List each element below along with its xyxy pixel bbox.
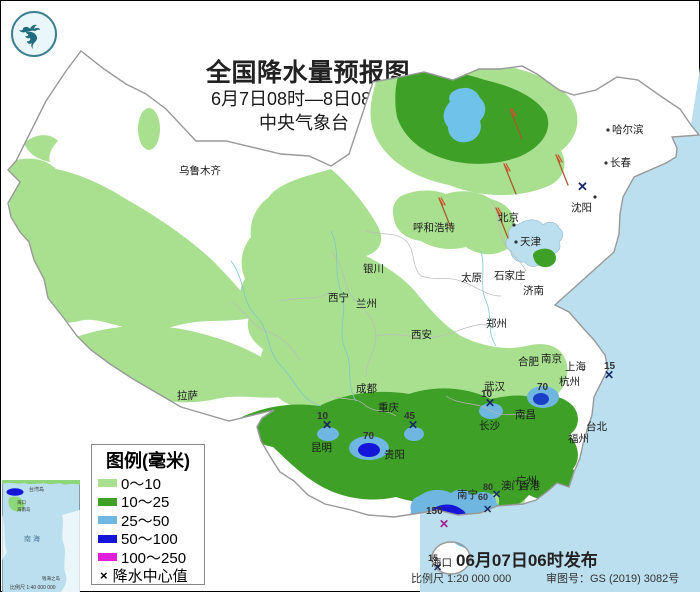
- svg-text:石家庄: 石家庄: [494, 269, 526, 282]
- svg-text:西安: 西安: [411, 328, 432, 341]
- svg-text:南宁: 南宁: [457, 488, 478, 501]
- svg-text:沈阳: 沈阳: [571, 201, 592, 214]
- svg-text:香港: 香港: [519, 480, 540, 492]
- svg-text:太原: 太原: [461, 271, 482, 284]
- svg-text:武汉: 武汉: [484, 380, 505, 393]
- svg-text:海口: 海口: [17, 499, 26, 506]
- svg-text:45: 45: [404, 411, 416, 422]
- svg-text:70: 70: [363, 431, 375, 442]
- svg-text:合肥: 合肥: [518, 355, 539, 368]
- svg-text:长沙: 长沙: [479, 420, 500, 432]
- svg-text:南 海: 南 海: [24, 534, 40, 543]
- svg-text:乌鲁木齐: 乌鲁木齐: [179, 164, 221, 177]
- svg-text:济南: 济南: [523, 284, 544, 297]
- svg-text:台北: 台北: [586, 420, 607, 433]
- svg-text:贵阳: 贵阳: [384, 448, 405, 461]
- svg-text:✕: ✕: [439, 517, 449, 531]
- svg-text:台湾岛: 台湾岛: [29, 486, 44, 493]
- svg-text:70: 70: [537, 382, 549, 393]
- svg-text:比例尺 1:40 000 000: 比例尺 1:40 000 000: [10, 584, 56, 591]
- svg-text:钱海之岛: 钱海之岛: [42, 575, 60, 582]
- svg-text:天津: 天津: [520, 236, 541, 248]
- svg-text:重庆: 重庆: [378, 401, 399, 414]
- svg-text:海南岛: 海南岛: [17, 506, 31, 513]
- svg-text:南京: 南京: [541, 352, 562, 365]
- svg-text:昆明: 昆明: [311, 442, 332, 454]
- svg-text:福州: 福州: [568, 432, 589, 445]
- svg-text:成都: 成都: [356, 383, 377, 395]
- svg-text:✕: ✕: [577, 179, 588, 194]
- svg-text:海口: 海口: [431, 556, 452, 569]
- svg-text:兰州: 兰州: [356, 297, 377, 310]
- svg-text:拉萨: 拉萨: [177, 389, 198, 402]
- svg-text:✕: ✕: [483, 504, 492, 516]
- svg-text:北京: 北京: [498, 211, 519, 224]
- svg-text:郑州: 郑州: [486, 317, 507, 330]
- svg-text:长春: 长春: [610, 157, 631, 169]
- svg-text:南昌: 南昌: [515, 408, 536, 421]
- svg-text:150: 150: [426, 506, 443, 517]
- svg-text:杭州: 杭州: [559, 375, 580, 388]
- svg-text:西宁: 西宁: [328, 291, 349, 304]
- svg-text:✕: ✕: [492, 489, 501, 501]
- svg-text:哈尔滨: 哈尔滨: [612, 123, 644, 136]
- svg-text:银川: 银川: [363, 262, 384, 275]
- svg-text:15: 15: [604, 361, 616, 372]
- svg-text:80: 80: [483, 482, 493, 492]
- svg-text:上海: 上海: [565, 360, 586, 373]
- svg-text:10: 10: [317, 411, 329, 422]
- svg-text:60: 60: [478, 492, 488, 502]
- svg-text:呼和浩特: 呼和浩特: [413, 222, 455, 234]
